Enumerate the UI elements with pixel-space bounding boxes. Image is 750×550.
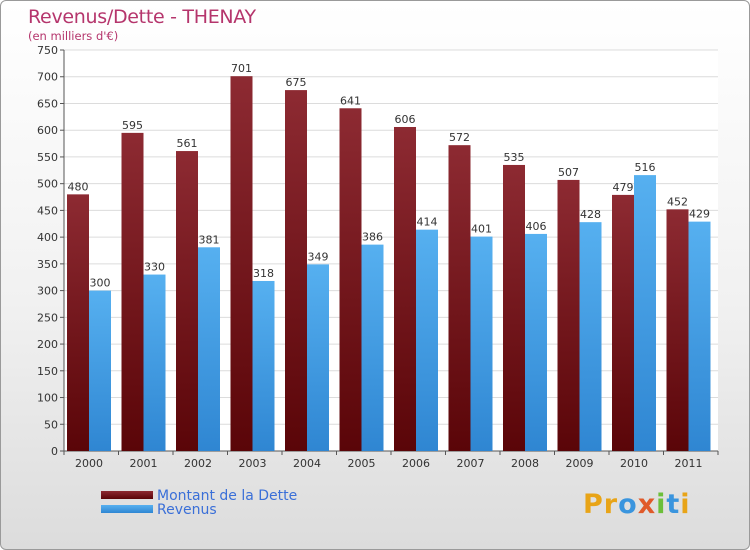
value-label-debt: 479 [613,181,634,194]
y-tick-label: 600 [37,124,58,137]
bar-revenue [688,221,711,451]
x-tick-label: 2005 [348,457,376,470]
legend-swatch-revenue [101,505,153,513]
x-tick-label: 2002 [184,457,212,470]
legend-label-debt: Montant de la Dette [157,488,298,504]
y-tick-label: 350 [37,258,58,271]
value-label-debt: 561 [177,137,198,150]
bar-revenue [416,229,438,451]
x-tick-label: 2003 [239,457,267,470]
bar-revenue [252,280,275,451]
y-tick-label: 150 [37,365,58,378]
value-label-debt: 641 [340,94,361,107]
value-label-debt: 675 [286,76,307,89]
x-tick-label: 2000 [75,457,103,470]
value-label-revenue: 406 [526,220,547,233]
chart-subtitle: (en milliers d'€) [28,29,119,43]
y-tick-label: 500 [37,178,58,191]
logo-letter: t [666,489,681,520]
value-label-revenue: 386 [362,231,383,244]
bar-revenue [470,236,493,451]
axes: 0 50 100 150 200 250 300 350 400 450 500 550 600 650 7… [37,44,719,470]
value-label-debt: 507 [558,166,579,179]
bar-debt [67,194,89,452]
x-tick-label: 2004 [293,457,321,470]
y-tick-label: 750 [37,44,58,57]
value-label-revenue: 516 [635,161,656,174]
bar-revenue [634,175,656,451]
logo-letter: o [618,489,638,520]
value-label-debt: 452 [667,195,688,208]
plot-area [64,50,718,451]
value-label-revenue: 318 [253,267,274,280]
bar-revenue [143,274,166,451]
bar-debt [666,209,689,451]
logo-letter: i [656,489,667,520]
bar-revenue [579,222,602,451]
bar-revenue [307,264,329,451]
bar-debt [230,76,253,451]
y-tick-label: 650 [37,97,58,110]
x-tick-label: 2006 [402,457,430,470]
proxiti-logo: Proxiti [583,489,691,520]
value-label-revenue: 300 [90,277,111,290]
y-tick-label: 450 [37,204,58,217]
logo-letter: P [583,489,604,520]
y-tick-label: 300 [37,285,58,298]
bar-debt [176,151,198,451]
value-labels: 480 300 595 330 561 381 701 318 675 349 641 386 606 4… [68,62,711,289]
y-tick-label: 100 [37,392,58,405]
bar-revenue [525,233,547,451]
value-label-revenue: 429 [689,208,710,221]
y-tick-label: 200 [37,338,58,351]
chart-title: Revenus/Dette - THENAY [28,6,256,28]
bar-debt [285,90,307,451]
y-tick-label: 400 [37,231,58,244]
y-tick-label: 250 [37,311,58,324]
x-tick-label: 2010 [620,457,648,470]
x-tick-label: 2011 [675,457,703,470]
value-label-debt: 701 [231,62,252,75]
bar-debt [121,132,144,451]
y-tick-label: 0 [51,445,58,458]
bar-debt [448,145,471,452]
value-label-debt: 572 [449,131,470,144]
x-tick-label: 2008 [511,457,539,470]
bars [67,76,711,452]
y-tick-label: 50 [44,418,58,431]
y-tick-label: 700 [37,71,58,84]
value-label-revenue: 381 [199,233,220,246]
bar-debt [503,164,525,451]
legend-swatch-debt [101,491,153,499]
value-label-revenue: 414 [417,216,438,229]
value-label-revenue: 349 [308,250,329,263]
legend-label-revenue: Revenus [157,502,217,518]
x-tick-label: 2007 [457,457,485,470]
value-label-revenue: 330 [144,261,165,274]
bar-debt [394,126,416,451]
grid [64,49,718,452]
bar-debt [339,108,362,452]
logo-letter: x [637,489,657,520]
x-tick-label: 2009 [566,457,594,470]
x-tick-label: 2001 [130,457,158,470]
bar-debt [557,179,580,451]
value-label-debt: 606 [395,113,416,126]
bar-revenue [361,244,384,451]
bar-revenue [89,290,111,451]
value-label-revenue: 401 [471,223,492,236]
bar-revenue [198,247,220,451]
logo-letter: r [603,489,619,520]
value-label-debt: 535 [504,151,525,164]
value-label-debt: 480 [68,180,89,193]
y-tick-label: 550 [37,151,58,164]
bar-debt [612,194,634,452]
value-label-debt: 595 [122,119,143,132]
value-label-revenue: 428 [580,208,601,221]
logo-letter: i [680,489,691,520]
